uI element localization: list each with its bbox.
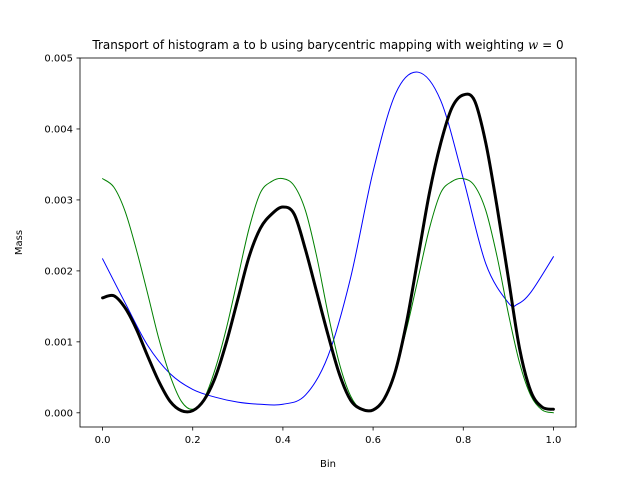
x-tick-label: 0.8 [455, 435, 471, 446]
x-axis: 0.0 0.2 0.4 0.6 0.8 1.0 [95, 427, 562, 446]
x-tick-label: 0.6 [365, 435, 381, 446]
y-tick-label: 0.001 [44, 337, 73, 348]
y-tick-label: 0.000 [44, 408, 73, 419]
x-axis-label: Bin [320, 459, 336, 470]
y-tick-label: 0.002 [44, 266, 73, 277]
y-axis: 0.000 0.001 0.002 0.003 0.004 0.005 [44, 54, 80, 419]
chart-title: Transport of histogram a to b using bary… [91, 38, 563, 52]
y-tick-label: 0.005 [44, 54, 73, 65]
x-tick-label: 1.0 [546, 435, 562, 446]
series-layer [101, 71, 555, 414]
axes-frame [79, 57, 577, 428]
y-tick-label: 0.003 [44, 195, 73, 206]
series-line-green [102, 177, 554, 414]
x-tick-label: 0.2 [185, 435, 201, 446]
y-tick-label: 0.004 [44, 124, 73, 135]
x-tick-label: 0.4 [275, 435, 291, 446]
y-axis-label: Mass [14, 230, 25, 255]
plot-area [79, 57, 577, 428]
x-tick-label: 0.0 [95, 435, 111, 446]
series-line-blue [102, 71, 554, 406]
series-line-black [101, 92, 555, 414]
